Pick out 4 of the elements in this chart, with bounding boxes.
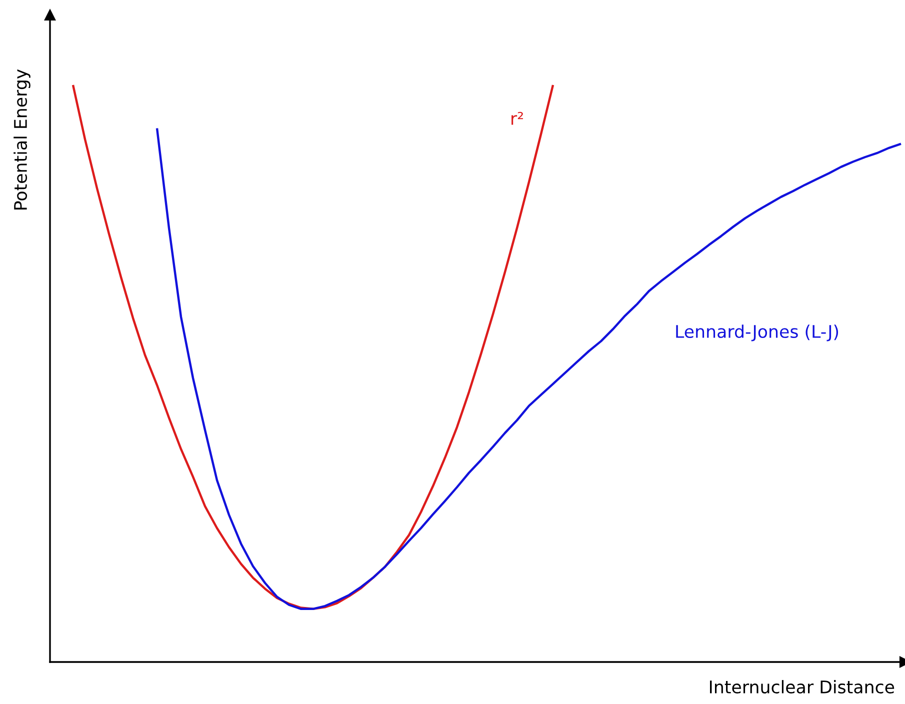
y-axis-title: Potential Energy xyxy=(14,69,30,210)
x-axis-title: Internuclear Distance xyxy=(710,680,894,694)
text: Lennard-Jones (L-J) xyxy=(676,324,838,342)
series-label: r² xyxy=(512,112,523,125)
